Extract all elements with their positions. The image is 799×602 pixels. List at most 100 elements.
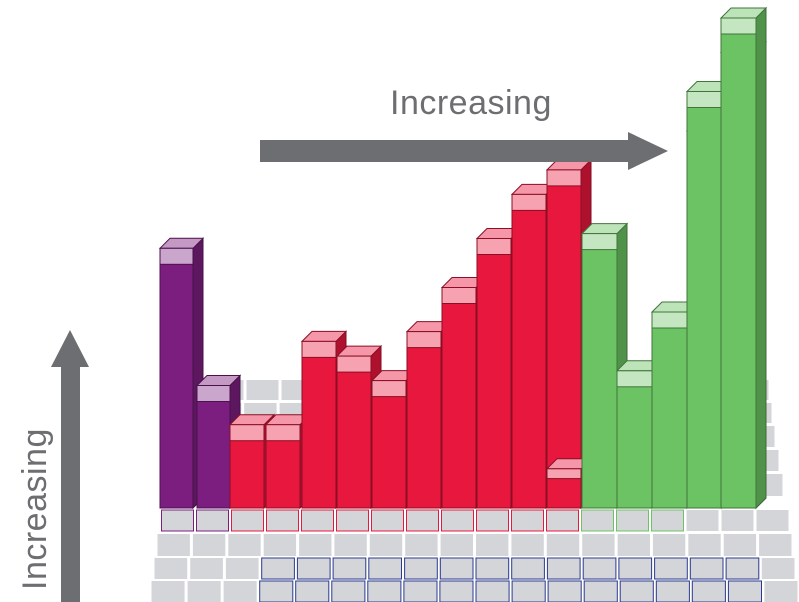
bar-highlight [265, 424, 301, 442]
bar-highlight [371, 380, 407, 398]
bar-front [301, 340, 337, 509]
grid-cell [581, 509, 614, 532]
grid-cell [196, 509, 229, 532]
grid-cell [371, 509, 404, 532]
bar-highlight [511, 193, 547, 211]
grid-cell [263, 534, 297, 556]
bar-highlight [406, 331, 442, 349]
grid-cell [511, 509, 544, 532]
bar-front [720, 17, 757, 509]
bar-front [686, 91, 723, 509]
grid-cell [511, 580, 546, 602]
bar-front [616, 370, 653, 509]
bar-highlight [476, 238, 512, 255]
bar-highlight [301, 340, 337, 358]
grid-cell [367, 580, 402, 602]
grid-cell [511, 534, 544, 556]
grid-cell [295, 580, 330, 602]
grid-cell [161, 509, 194, 532]
grid-cell [546, 509, 579, 532]
grid-cell [547, 580, 582, 602]
grid-cell [583, 580, 618, 602]
grid-cell [616, 509, 649, 532]
grid-cell [761, 558, 795, 579]
grid-cell [654, 557, 688, 580]
bar [650, 300, 699, 510]
grid-cell [511, 557, 545, 580]
grid-cell [756, 510, 789, 531]
bar-front [546, 169, 582, 509]
bar-highlight [651, 311, 688, 329]
grid-cell [187, 581, 221, 602]
grid-cell [157, 534, 190, 556]
bar-front [441, 287, 477, 509]
grid-cell [406, 509, 439, 532]
grid-cell [475, 580, 510, 602]
grid-cell [246, 380, 279, 400]
bar-highlight [686, 91, 723, 108]
grid-cell [404, 557, 438, 580]
bar-front [476, 238, 512, 509]
bar-front [196, 385, 231, 509]
grid-cell [299, 534, 332, 556]
bar-highlight [196, 385, 231, 402]
grid-cell [441, 509, 474, 532]
horizontal-arrow [260, 132, 668, 170]
bar-group [158, 6, 768, 510]
bar-highlight [546, 169, 582, 187]
grid-cell [259, 580, 294, 602]
bar-front [336, 355, 372, 509]
grid-cell [618, 557, 653, 580]
grid-cell [619, 580, 654, 602]
grid-cell [301, 509, 334, 532]
grid-cell [546, 534, 580, 556]
bar-highlight [229, 424, 265, 442]
bar-highlight [441, 287, 477, 304]
grid-cell [405, 534, 438, 556]
bar-highlight [159, 247, 194, 265]
grid-cell [655, 580, 690, 602]
grid-cell [403, 580, 438, 602]
grid-cell [223, 581, 257, 602]
grid-cell [368, 557, 402, 580]
grid-cell [296, 557, 331, 580]
grid-cell [261, 557, 295, 580]
grid-cell [582, 557, 617, 580]
grid-cell [336, 509, 369, 532]
bar-highlight [616, 370, 653, 388]
grid-cell [225, 558, 259, 579]
grid-cell [688, 534, 721, 556]
grid-cell [334, 534, 367, 556]
grid-cell [617, 534, 650, 556]
grid-cell [192, 534, 226, 556]
grid-cell [231, 509, 264, 532]
grid-cell [440, 534, 473, 556]
bar-highlight [546, 468, 582, 480]
bar-front [511, 193, 547, 509]
grid-cell [475, 557, 510, 580]
bar-side [755, 6, 767, 510]
bar [228, 413, 276, 510]
bar-front [406, 331, 442, 509]
grid-cell [582, 534, 615, 556]
grid-cell [689, 557, 724, 580]
grid-cell [764, 581, 798, 602]
grid-cell [725, 557, 760, 580]
grid-cell [439, 580, 474, 602]
bar-front [159, 247, 194, 509]
bar-highlight [581, 233, 618, 251]
grid-cell [686, 510, 719, 531]
grid-cell [151, 581, 185, 602]
grid-cell [228, 534, 261, 556]
bar-front [651, 311, 688, 509]
bar-highlight [720, 17, 757, 35]
bar-front [371, 380, 407, 509]
grid-cell [190, 558, 223, 579]
horizontal-increasing-label: Increasing [390, 84, 552, 122]
grid-cell [476, 534, 509, 556]
grid-cell [332, 557, 367, 580]
vertical-increasing-label: Increasing [16, 428, 54, 590]
grid-cell [651, 509, 684, 532]
grid-cell [439, 557, 474, 580]
